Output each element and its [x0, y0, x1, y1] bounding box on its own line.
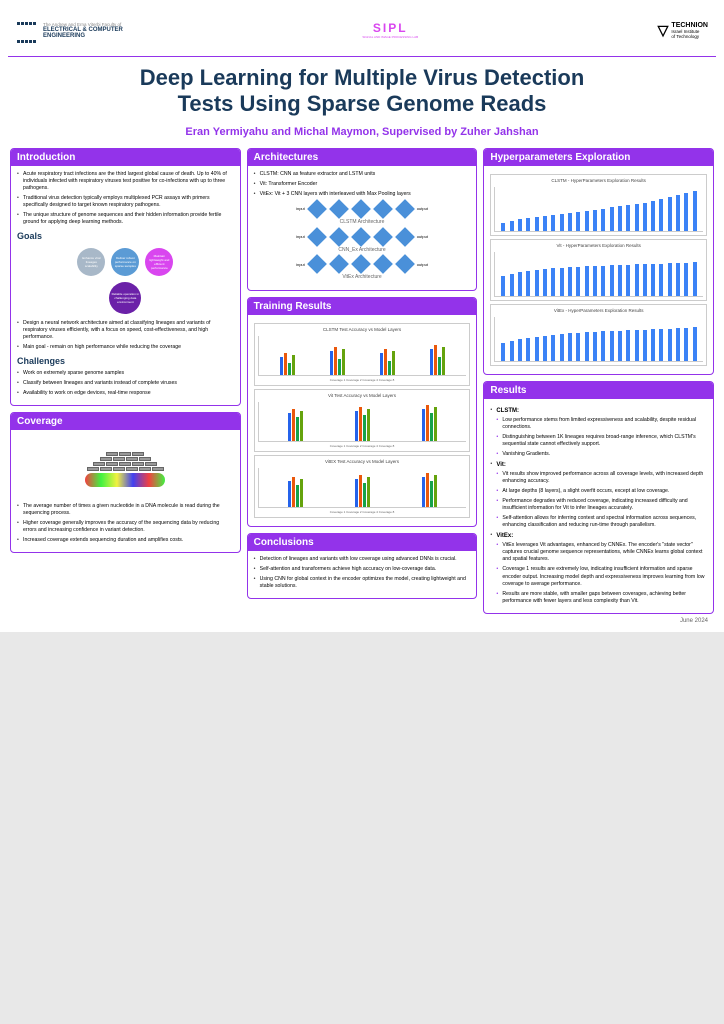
- goal-circle: Maintain lightweight and efficient perfo…: [145, 248, 173, 276]
- list-item: Availability to work on edge devices, re…: [17, 390, 234, 397]
- results-header: Results: [484, 382, 713, 399]
- list-item: Higher coverage generally improves the a…: [17, 520, 234, 534]
- section-training: Training Results CLSTM Test Accuracy vs …: [247, 297, 478, 527]
- columns: Introduction Acute respiratory tract inf…: [8, 148, 716, 614]
- col-middle: Architectures CLSTM: CNN as feature extr…: [247, 148, 478, 614]
- faculty-main2: ENGINEERING: [43, 33, 123, 39]
- list-item: Work on extremely sparse genome samples: [17, 370, 234, 377]
- list-item: Distinguishing between 1K lineages requi…: [496, 434, 707, 448]
- chart: Vit Test Accuracy vs Model LayersCoverag…: [254, 389, 471, 452]
- list-item: The unique structure of genome sequences…: [17, 212, 234, 226]
- list-item: Self-attention allows for inferring cont…: [496, 515, 707, 529]
- technion-sub2: of Technology: [671, 34, 708, 39]
- intro-header: Introduction: [11, 149, 240, 166]
- list-item: Acute respiratory tract infections are t…: [17, 171, 234, 192]
- faculty-top: The Andrew and Erna Viterbi Faculty of: [43, 22, 123, 27]
- viterbi-squares: [16, 12, 36, 48]
- section-results: Results CLSTM: Low performance stems fro…: [483, 381, 714, 614]
- challenge-list: Work on extremely sparse genome samples C…: [17, 370, 234, 397]
- dna-image: [17, 439, 234, 499]
- hyper-body: CLSTM - HyperParameters Exploration Resu…: [484, 166, 713, 374]
- faculty-main: ELECTRICAL & COMPUTER: [43, 27, 123, 33]
- authors: Eran Yermiyahu and Michal Maymon, Superv…: [8, 126, 716, 138]
- hyper-header: Hyperparameters Exploration: [484, 149, 713, 166]
- list-item: Increased coverage extends sequencing du…: [17, 537, 234, 544]
- title-line1: Deep Learning for Multiple Virus Detecti…: [8, 65, 716, 91]
- arch-diagram: inputoutputCNN_Ex Architecture: [254, 230, 471, 254]
- logo-technion: ▽ TECHNION Israel Institute of Technolog…: [658, 22, 708, 39]
- hyper-chart: VitEx - HyperParameters Exploration Resu…: [490, 304, 707, 366]
- logo-sipl: SIPL SIGNAL AND IMAGE PROCESSING LAB: [362, 21, 418, 39]
- training-header: Training Results: [248, 298, 477, 315]
- results-vitex-list: VitEx leverages Vit advantages, enhanced…: [496, 542, 707, 604]
- chart: CLSTM Test Accuracy vs Model LayersCover…: [254, 323, 471, 386]
- arch-header: Architectures: [248, 149, 477, 166]
- list-item: At large depths (8 layers), a slight ove…: [496, 488, 707, 495]
- conclusions-header: Conclusions: [248, 534, 477, 551]
- coverage-list: The average number of times a given nucl…: [17, 503, 234, 544]
- coverage-header: Coverage: [11, 413, 240, 430]
- list-item: CLSTM: CNN as feature extractor and LSTM…: [254, 171, 471, 178]
- results-vitex: VitEx:: [496, 532, 707, 540]
- list-item: Design a neural network architecture aim…: [17, 320, 234, 341]
- training-body: CLSTM Test Accuracy vs Model LayersCover…: [248, 315, 477, 526]
- goal-circle: Deliver robust performance on sparse sam…: [111, 248, 139, 276]
- list-item: Using CNN for global context in the enco…: [254, 576, 471, 590]
- technion-text: TECHNION: [671, 22, 708, 29]
- list-item: Detection of lineages and variants with …: [254, 556, 471, 563]
- list-item: Traditional virus detection typically em…: [17, 195, 234, 209]
- chart: VitEX Test Accuracy vs Model LayersCover…: [254, 455, 471, 518]
- arch-diagrams: inputoutputCLSTM Architecture inputoutput…: [254, 202, 471, 281]
- section-conclusions: Conclusions Detection of lineages and va…: [247, 533, 478, 599]
- sipl-sub: SIGNAL AND IMAGE PROCESSING LAB: [362, 35, 418, 39]
- footer: June 2024: [8, 614, 716, 624]
- logo-left: The Andrew and Erna Viterbi Faculty of E…: [16, 12, 123, 48]
- results-vit: Vit:: [496, 461, 707, 469]
- list-item: VitEx leverages Vit advantages, enhanced…: [496, 542, 707, 563]
- section-hyper: Hyperparameters Exploration CLSTM - Hype…: [483, 148, 714, 375]
- results-clstm-list: Low performance stems from limited expre…: [496, 417, 707, 458]
- section-coverage: Coverage The average number of times a g…: [10, 412, 241, 553]
- goals-diagram: Enhance viral lineages scalabilityDelive…: [17, 248, 234, 276]
- arch-diagram: inputoutputCLSTM Architecture: [254, 202, 471, 226]
- section-arch: Architectures CLSTM: CNN as feature extr…: [247, 148, 478, 291]
- results-vit-list: Vit results show improved performance ac…: [496, 471, 707, 529]
- col-right: Hyperparameters Exploration CLSTM - Hype…: [483, 148, 714, 614]
- list-item: Coverage 1 results are extremely low, in…: [496, 566, 707, 587]
- header-logos: The Andrew and Erna Viterbi Faculty of E…: [8, 8, 716, 52]
- arch-list: CLSTM: CNN as feature extractor and LSTM…: [254, 171, 471, 198]
- col-left: Introduction Acute respiratory tract inf…: [10, 148, 241, 614]
- goal-circle: Enhance viral lineages scalability: [77, 248, 105, 276]
- list-item: Vanishing Gradients.: [496, 451, 707, 458]
- goals-header: Goals: [17, 230, 234, 242]
- hyper-chart: CLSTM - HyperParameters Exploration Resu…: [490, 174, 707, 236]
- results-clstm: CLSTM:: [496, 407, 707, 415]
- arch-diagram: inputoutputVitEx Architecture: [254, 257, 471, 281]
- poster: The Andrew and Erna Viterbi Faculty of E…: [0, 0, 724, 632]
- intro-list: Acute respiratory tract infections are t…: [17, 171, 234, 226]
- goal-list: Design a neural network architecture aim…: [17, 320, 234, 351]
- title-area: Deep Learning for Multiple Virus Detecti…: [8, 59, 716, 148]
- list-item: Low performance stems from limited expre…: [496, 417, 707, 431]
- conclusions-list: Detection of lineages and variants with …: [254, 556, 471, 590]
- sipl-text: SIPL: [362, 21, 418, 35]
- list-item: Vit: Transformer Encoder: [254, 181, 471, 188]
- list-item: Main goal - remain on high performance w…: [17, 344, 234, 351]
- technion-icon: ▽: [658, 22, 669, 39]
- list-item: Vit results show improved performance ac…: [496, 471, 707, 485]
- challenges-header: Challenges: [17, 355, 234, 367]
- goal-center: Reliable operation in challenging data e…: [109, 282, 141, 314]
- list-item: The average number of times a given nucl…: [17, 503, 234, 517]
- list-item: Self-attention and transformers achieve …: [254, 566, 471, 573]
- list-item: VitEx: Vit + 3 CNN layers with interleav…: [254, 191, 471, 198]
- dna-helix: [85, 473, 165, 487]
- section-intro: Introduction Acute respiratory tract inf…: [10, 148, 241, 407]
- list-item: Results are more stable, with smaller ga…: [496, 591, 707, 605]
- divider: [8, 56, 716, 57]
- title-line2: Tests Using Sparse Genome Reads: [8, 91, 716, 117]
- list-item: Performance degrades with reduced covera…: [496, 498, 707, 512]
- hyper-chart: Vit - HyperParameters Exploration Result…: [490, 239, 707, 301]
- list-item: Classify between lineages and variants i…: [17, 380, 234, 387]
